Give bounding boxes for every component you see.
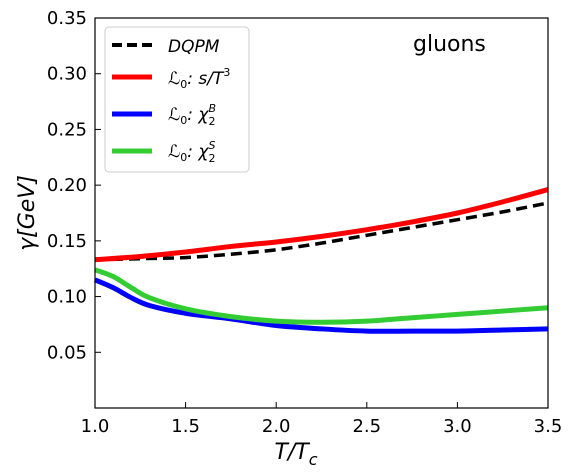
- legend-chis-prefix: ℒ: [168, 142, 180, 162]
- x-tick-label-4: 3.0: [443, 416, 472, 437]
- series-line-2: [94, 277, 549, 334]
- legend-chis-sub: 2: [208, 152, 215, 165]
- legend-chib-rest: : χ: [187, 105, 209, 125]
- series-line-1: [94, 187, 549, 263]
- x-axis-label-sub: c: [309, 450, 318, 469]
- legend-chis-sub0: 0: [180, 151, 187, 164]
- legend-label-dqpm: DQPM: [168, 37, 220, 57]
- x-tick-label-3: 2.5: [352, 416, 381, 437]
- y-tick-label-4: 0.25: [47, 119, 87, 140]
- series-layer: [94, 187, 549, 334]
- y-tick-label-2: 0.15: [47, 231, 87, 252]
- y-axis-label: γ[GeV]: [15, 175, 40, 251]
- legend-box: [104, 26, 250, 173]
- plot-frame: [94, 17, 549, 409]
- legend-entropy-sup: 3: [223, 66, 230, 79]
- legend-chis-rest: : χ: [187, 142, 209, 162]
- legend-chib-sub0: 0: [180, 114, 187, 127]
- x-tick-label-0: 1.0: [81, 416, 110, 437]
- legend-entropy-prefix: ℒ: [168, 69, 180, 89]
- labels-layer: 1.0 1.5 2.0 2.5 3.0 3.5 0.05 0.10 0.15 0.20 0.25 0.…: [47, 8, 562, 437]
- x-axis-label: T/Tc: [274, 440, 317, 469]
- series-line-0: [94, 201, 549, 262]
- series-line-3: [94, 267, 549, 325]
- x-tick-label-1: 1.5: [171, 416, 200, 437]
- x-tick-label-2: 2.0: [262, 416, 291, 437]
- annotation-gluons: gluons: [413, 32, 486, 57]
- y-tick-label-3: 0.20: [47, 175, 87, 196]
- legend-chib-prefix: ℒ: [168, 105, 180, 125]
- legend-entropy-sub0: 0: [180, 78, 187, 91]
- legend-chib-sup: B: [208, 102, 216, 115]
- legend-label-entropy: ℒ0: s/T3: [168, 66, 230, 91]
- legend-label-chi-b: ℒ0: χ2B: [168, 102, 216, 128]
- x-axis-label-main: T/T: [274, 440, 310, 465]
- y-tick-label-6: 0.35: [47, 8, 87, 29]
- legend-chib-sub: 2: [208, 115, 215, 128]
- ticks-layer: [94, 17, 549, 408]
- legend-chis-sup: S: [208, 139, 215, 152]
- y-tick-label-1: 0.10: [47, 287, 87, 308]
- legend-label-chi-s: ℒ0: χ2S: [168, 139, 215, 165]
- y-tick-label-0: 0.05: [47, 342, 87, 363]
- y-tick-label-5: 0.30: [47, 64, 87, 85]
- legend: DQPM ℒ0: s/T3 ℒ0: χ2B ℒ0: χ2S: [104, 26, 250, 173]
- legend-entropy-rest: : s/T: [187, 69, 225, 89]
- x-tick-label-5: 3.5: [534, 416, 563, 437]
